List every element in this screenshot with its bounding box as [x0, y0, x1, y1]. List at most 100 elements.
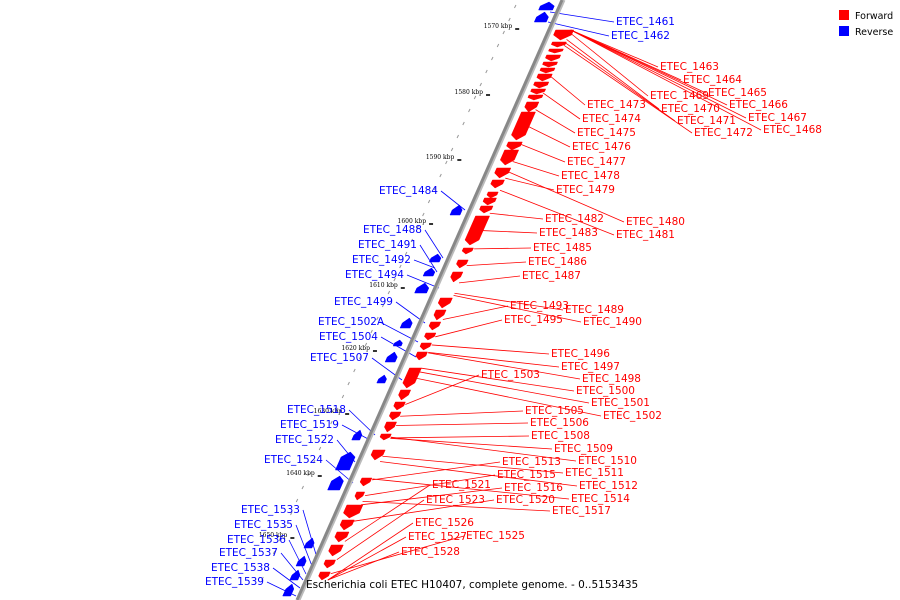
forward-leader-line [431, 344, 550, 355]
forward-gene-label: ETEC_1512 [579, 480, 638, 492]
forward-leader-line [390, 437, 553, 450]
reverse-leader-line [288, 539, 307, 575]
reverse-gene-label: ETEC_1462 [611, 30, 670, 42]
minor-tick [353, 368, 356, 373]
forward-gene-label: ETEC_1516 [504, 482, 563, 494]
minor-tick [450, 147, 454, 152]
minor-tick [272, 550, 276, 555]
forward-gene-label: ETEC_1513 [502, 456, 561, 468]
forward-gene-label: ETEC_1521 [432, 479, 491, 491]
scale-tick-label: 1640 kbp [286, 470, 315, 477]
minor-tick [347, 381, 350, 386]
minor-tick [427, 199, 431, 204]
forward-gene-label: ETEC_1481 [616, 229, 675, 241]
minor-tick [364, 342, 368, 347]
forward-leader-line [454, 292, 564, 311]
forward-gene-arrow [479, 205, 494, 214]
minor-tick [456, 134, 459, 139]
forward-gene-label: ETEC_1502 [603, 410, 662, 422]
forward-gene-label: ETEC_1501 [591, 397, 650, 409]
minor-tick [479, 82, 482, 87]
forward-gene-arrow [415, 351, 428, 361]
forward-leader-line [344, 484, 431, 542]
forward-gene-arrow [490, 179, 505, 189]
forward-gene-label: ETEC_1517 [552, 505, 611, 517]
forward-gene-label: ETEC_1475 [577, 127, 636, 139]
legend-forward-label: Forward [855, 11, 893, 22]
minor-tick [267, 563, 270, 568]
reverse-gene-label: ETEC_1533 [241, 504, 300, 516]
reverse-gene-label: ETEC_1461 [616, 16, 675, 28]
minor-tick [462, 121, 465, 126]
reverse-leader-line [325, 459, 354, 484]
label-leader-lines [266, 11, 762, 597]
minor-tick [416, 225, 419, 230]
forward-gene-label: ETEC_1486 [528, 256, 587, 268]
forward-gene-arrow [464, 215, 490, 246]
forward-leader-line [435, 319, 503, 338]
reverse-gene-label: ETEC_1519 [280, 419, 339, 431]
reverse-gene-arrow [335, 451, 356, 471]
forward-gene-arrow [486, 191, 499, 199]
forward-gene-label: ETEC_1497 [561, 361, 620, 373]
forward-gene-label: ETEC_1498 [582, 373, 641, 385]
forward-leader-line [499, 189, 615, 236]
forward-leader-line [442, 305, 509, 320]
reverse-gene-arrow [282, 583, 295, 597]
forward-leader-line [390, 435, 530, 439]
forward-leader-line [382, 455, 564, 474]
legend-reverse-swatch [839, 26, 849, 36]
forward-leader-line [371, 461, 501, 481]
reverse-gene-label: ETEC_1507 [310, 352, 369, 364]
forward-gene-arrow [545, 54, 562, 62]
forward-gene-label: ETEC_1482 [545, 213, 604, 225]
reverse-genes [282, 1, 555, 597]
reverse-gene-arrow [449, 204, 463, 216]
minor-tick [404, 251, 408, 256]
minor-tick [370, 329, 373, 334]
minor-tick [324, 433, 327, 438]
gene-labels: ETEC_1461 ETEC_1462 ETEC_1484 ETEC_1488 ETEC… [205, 16, 822, 588]
minor-tick [491, 56, 494, 61]
forward-gene-arrow [494, 167, 512, 179]
reverse-gene-label: ETEC_1539 [205, 576, 264, 588]
forward-gene-label: ETEC_1471 [677, 115, 736, 127]
scale-tick-label: 1570 kbp [484, 23, 513, 30]
forward-gene-label: ETEC_1511 [565, 467, 624, 479]
forward-gene-label: ETEC_1523 [426, 494, 485, 506]
forward-gene-label: ETEC_1465 [708, 87, 767, 99]
forward-gene-label: ETEC_1474 [582, 113, 641, 125]
forward-leader-line [327, 551, 400, 581]
forward-gene-label: ETEC_1509 [554, 443, 613, 455]
reverse-gene-label: ETEC_1491 [358, 239, 417, 251]
minor-tick [284, 524, 287, 529]
forward-leader-line [535, 109, 576, 134]
forward-gene-arrow [542, 61, 558, 68]
reverse-gene-label: ETEC_1522 [275, 434, 334, 446]
forward-leader-line [396, 422, 529, 426]
forward-leader-line [400, 410, 524, 417]
forward-gene-label: ETEC_1485 [533, 242, 592, 254]
forward-gene-label: ETEC_1520 [496, 494, 555, 506]
forward-gene-arrow [379, 433, 392, 441]
scale-tick-label: 1650 kbp [259, 532, 288, 539]
reverse-leader-line [424, 229, 444, 259]
scale-ticks: 1570 kbp 1580 kbp 1590 kbp 1600 kbp 1610 kbp… [259, 23, 520, 539]
minor-tick [422, 212, 425, 217]
forward-leader-line [570, 29, 747, 119]
scale-tick-label: 1580 kbp [455, 89, 484, 96]
forward-gene-label: ETEC_1506 [530, 417, 589, 429]
forward-leader-line [421, 367, 575, 392]
reverse-gene-label: ETEC_1524 [264, 454, 323, 466]
forward-gene-label: ETEC_1480 [626, 216, 685, 228]
forward-gene-label: ETEC_1496 [551, 348, 610, 360]
forward-leader-line [330, 535, 465, 575]
forward-gene-arrow [482, 197, 497, 206]
forward-leader-line [353, 499, 495, 522]
forward-leader-line [405, 374, 480, 405]
minor-tick [341, 394, 345, 399]
forward-gene-arrow [500, 149, 520, 166]
forward-gene-arrow [530, 88, 547, 95]
